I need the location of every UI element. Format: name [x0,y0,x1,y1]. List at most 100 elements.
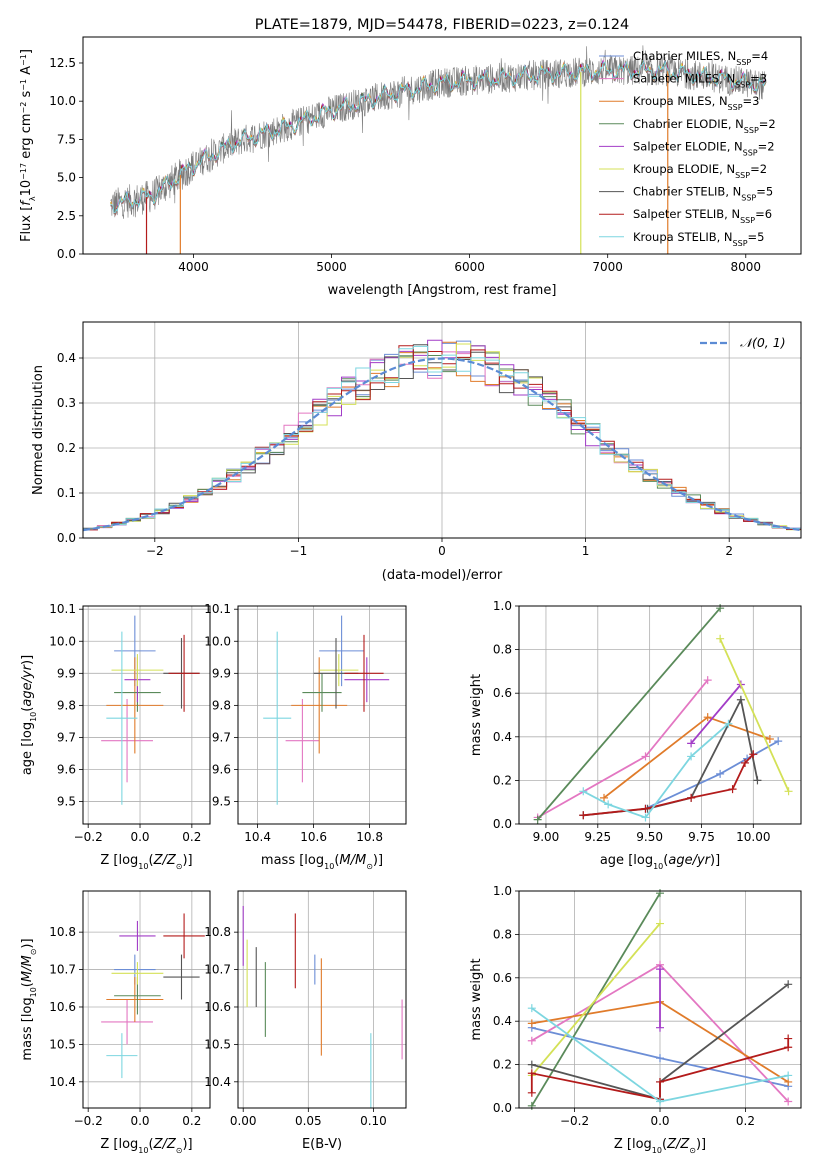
x-tick-label: 0.2 [182,830,201,844]
x-tick-label: 0.0 [650,1114,669,1128]
weight-point-marker [784,787,793,796]
x-axis-label: (data-model)/error [382,568,503,583]
weight-point-marker [527,1019,536,1028]
weight-point-marker [724,719,733,728]
y-tick-label: 0.2 [493,773,512,787]
x-tick-label: 5000 [316,260,347,274]
weight-vs-age-plot-area [533,604,793,824]
mass-vs-Z-plot-area [101,913,205,1079]
x-tick-label: 0.2 [182,1114,201,1128]
histogram-legend: 𝒩(0, 1) [700,335,786,350]
x-tick-label: 4000 [178,260,209,274]
y-tick-label: 9.7 [212,730,231,744]
mass-vs-Z-panel: −0.2 0.0 0.2 10.4 10.5 10.6 10.7 10.8 Z [log10(Z… [20,890,211,1155]
weight-point-marker [527,1036,536,1045]
legend-label: Salpeter MILES, NSSP=3 [633,72,767,90]
x-tick-label: −1 [290,544,308,558]
weight-point-marker [703,713,712,722]
axes-frame [82,890,211,1109]
y-tick-label: 9.7 [57,730,76,744]
y-tick-label: 9.9 [57,666,76,680]
axes-frame [237,605,407,825]
legend-label: Chabrier STELIB, NSSP=5 [633,185,773,203]
x-axis-label: age [log10(age/yr)] [600,853,720,871]
x-tick-label: 9.75 [688,830,715,844]
y-tick-label: 2.5 [57,209,76,223]
y-axis-label: mass weight [469,674,484,756]
x-tick-label: 9.50 [636,830,663,844]
y-tick-label: 9.5 [57,795,76,809]
y-tick-label: 9.8 [57,698,76,712]
y-tick-label: 12.5 [49,56,76,70]
weight-point-marker [527,1060,536,1069]
weight-point-marker [741,758,750,767]
axes-frame [518,605,802,825]
y-axis-label: Flux [fλ10−17 erg cm−2 s−1 A−1] [19,49,37,242]
age-vs-mass-panel: 10.4 10.6 10.8 9.5 9.6 9.7 9.8 9.9 10.0 10.1 mass … [204,602,407,871]
y-tick-label: 1.0 [493,599,512,613]
weight-point-marker [641,813,650,822]
y-axis-label: Normed distribution [31,365,46,495]
weight-point-marker [656,1097,664,1106]
model-spectrum-line [110,61,767,214]
y-tick-label: 10.4 [49,1075,76,1089]
spectrum-plot-area [110,45,767,254]
x-tick-label: 2 [725,544,733,558]
histogram-panel: −2 −1 0 1 2 0.0 0.1 0.2 0.3 0.4 (data-model)/error… [31,321,802,583]
x-tick-label: 0.0 [130,1114,149,1128]
y-tick-label: 0.1 [57,486,76,500]
observed-spectrum-line [110,45,767,219]
y-tick-label: 5.0 [57,171,76,185]
x-tick-label: −0.2 [74,1114,103,1128]
y-tick-label: 9.8 [212,698,231,712]
gaussian-reference-curve [83,357,801,532]
x-axis-label: E(B-V) [302,1137,342,1152]
y-tick-label: 0.6 [493,686,512,700]
spectrum-panel: 4000 5000 6000 7000 8000 0.0 2.5 5.0 7.5 10.0 12.5… [19,36,802,298]
x-tick-label: 10.4 [244,830,271,844]
y-tick-label: 9.6 [57,763,76,777]
weight-point-marker [641,752,650,761]
y-tick-label: 10.0 [49,634,76,648]
x-tick-label: 9.00 [533,830,560,844]
x-tick-label: 1 [582,544,590,558]
x-axis-label: wavelength [Angstrom, rest frame] [328,283,557,298]
weight-point-marker [749,750,758,759]
weight-point-marker [736,695,745,704]
weight-vs-Z-panel: −0.2 0.0 0.2 0.0 0.2 0.4 0.6 0.8 1.0 Z [log10(Z/Z… [469,884,802,1155]
y-tick-label: 7.5 [57,132,76,146]
age-vs-Z-panel: −0.2 0.0 0.2 9.5 9.6 9.7 9.8 9.9 10.0 10.1 Z [log1… [20,602,211,871]
y-axis-label: age [log10(age/yr)] [20,655,38,775]
x-axis-label: mass [log10(M/M⊙)] [261,853,383,871]
x-tick-label: −0.2 [74,830,103,844]
y-tick-label: 9.5 [212,795,231,809]
y-tick-label: 10.0 [204,634,231,648]
x-tick-label: 0.0 [130,830,149,844]
y-axis-label: mass [log10(M/M⊙)] [20,938,38,1060]
y-tick-label: 0.2 [493,1058,512,1072]
y-tick-label: 0.0 [57,531,76,545]
y-tick-label: 10.6 [204,1000,231,1014]
weight-vs-Z-plot-area [527,889,793,1110]
weight-point-marker [527,1101,536,1110]
weight-series-line [719,638,790,792]
axes-frame [82,36,802,255]
axes-frame [82,605,211,825]
y-tick-label: 10.1 [49,602,76,616]
y-tick-label: 10.0 [49,94,76,108]
age-vs-mass-plot-area [263,615,390,805]
x-tick-label: 6000 [454,260,485,274]
y-tick-label: 10.5 [49,1037,76,1051]
y-tick-label: 10.7 [49,963,76,977]
weight-series-line [603,716,771,799]
y-tick-label: 10.4 [204,1075,231,1089]
weight-point-marker [687,752,696,761]
x-tick-label: 10.8 [356,830,383,844]
weight-point-marker [604,800,613,809]
y-tick-label: 10.8 [49,925,76,939]
weight-point-marker [687,793,696,802]
weight-point-marker [656,1054,664,1063]
weight-point-marker [774,737,783,746]
y-tick-label: 0.3 [57,396,76,410]
weight-series-line [537,607,721,821]
